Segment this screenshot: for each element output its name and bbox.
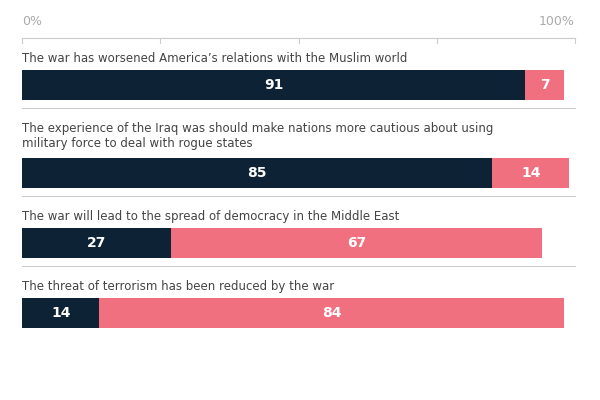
Text: The war has worsened America’s relations with the Muslim world: The war has worsened America’s relations… bbox=[22, 52, 407, 65]
Bar bbox=[22, 70, 525, 100]
Text: 14: 14 bbox=[521, 166, 541, 180]
Text: The experience of the Iraq was should make nations more cautious about using
mil: The experience of the Iraq was should ma… bbox=[22, 122, 493, 150]
Bar bbox=[22, 158, 492, 188]
Text: 67: 67 bbox=[347, 236, 366, 250]
Bar bbox=[525, 70, 564, 100]
Text: 91: 91 bbox=[264, 78, 283, 92]
Text: The threat of terrorism has been reduced by the war: The threat of terrorism has been reduced… bbox=[22, 280, 334, 293]
Text: 7: 7 bbox=[540, 78, 550, 92]
Text: 84: 84 bbox=[322, 306, 341, 320]
Text: 100%: 100% bbox=[539, 15, 575, 28]
Bar bbox=[492, 158, 569, 188]
Text: The war will lead to the spread of democracy in the Middle East: The war will lead to the spread of democ… bbox=[22, 210, 400, 223]
Bar bbox=[22, 228, 172, 258]
Text: 85: 85 bbox=[247, 166, 267, 180]
Bar bbox=[22, 298, 100, 328]
Text: 27: 27 bbox=[87, 236, 106, 250]
Bar bbox=[172, 228, 542, 258]
Text: 0%: 0% bbox=[22, 15, 42, 28]
Text: 14: 14 bbox=[51, 306, 70, 320]
Bar bbox=[100, 298, 564, 328]
